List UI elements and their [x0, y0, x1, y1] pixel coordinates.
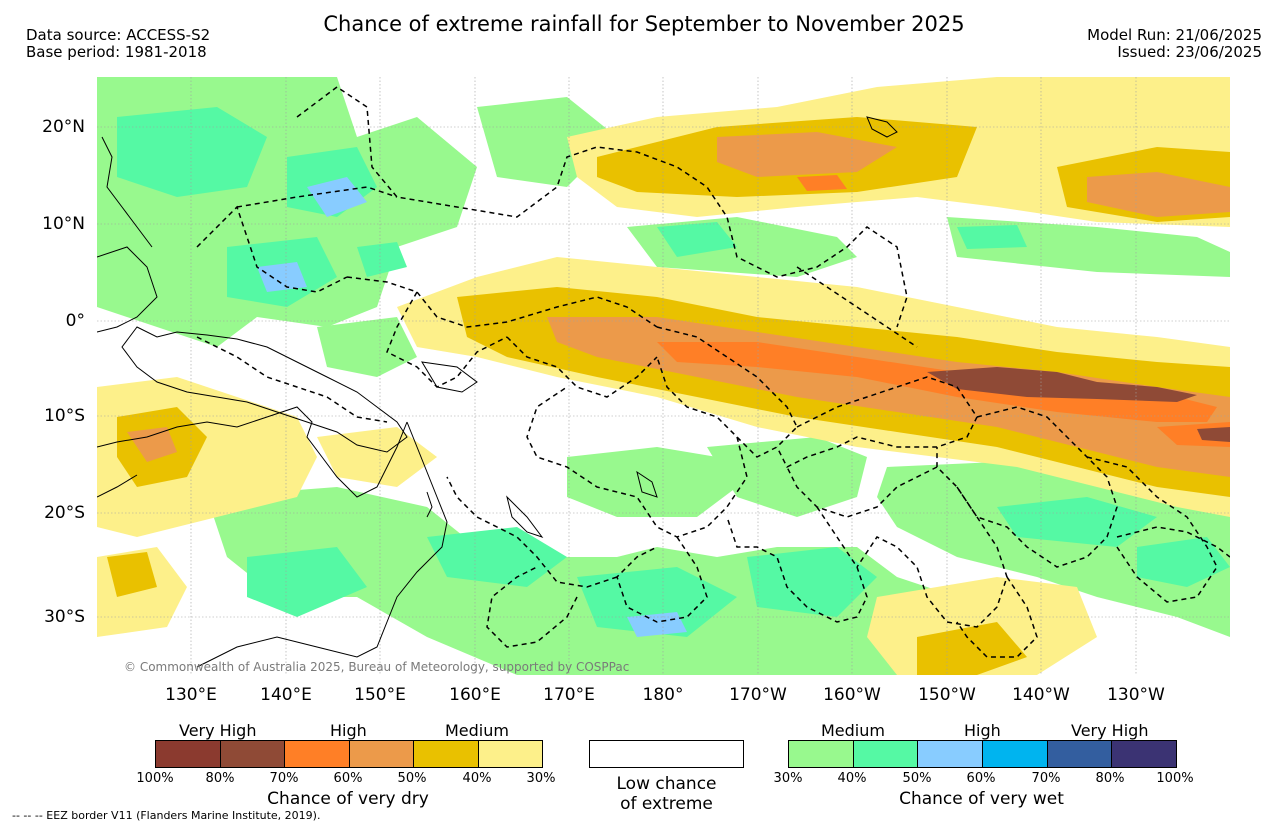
coastlines — [97, 116, 898, 668]
lat-label-10n: 10°N — [42, 214, 85, 234]
dry-tick: 40% — [462, 771, 492, 786]
lon-label-130e: 130°E — [165, 685, 217, 705]
dry-swatch-1 — [156, 741, 221, 767]
wet-tick: 40% — [837, 771, 867, 786]
base-period: Base period: 1981-2018 — [26, 43, 207, 61]
run-info: Model Run: 21/06/2025 Issued: 23/06/2025 — [1087, 27, 1262, 61]
low-chance-swatch — [589, 740, 744, 768]
wet-swatch-3 — [918, 741, 984, 767]
dry-head-medium: Medium — [445, 721, 509, 740]
model-run: Model Run: 21/06/2025 — [1087, 26, 1262, 44]
graticule — [97, 77, 1230, 675]
lon-label-130w: 130°W — [1107, 685, 1165, 705]
issued-date: Issued: 23/06/2025 — [1117, 43, 1262, 61]
lat-label-10s: 10°S — [44, 406, 85, 426]
lon-label-170w: 170°W — [729, 685, 787, 705]
lon-label-180: 180° — [642, 685, 684, 705]
wet-tick: 50% — [902, 771, 932, 786]
dry-swatch-5 — [414, 741, 479, 767]
wet-swatch-2 — [853, 741, 919, 767]
dry-tick: 30% — [526, 771, 556, 786]
eez-note: -- -- -- EEZ border V11 (Flanders Marine… — [12, 809, 321, 822]
dry-tick: 50% — [397, 771, 427, 786]
lat-label-20s: 20°S — [44, 503, 85, 523]
lon-label-160e: 160°E — [449, 685, 501, 705]
wet-tick: 60% — [966, 771, 996, 786]
eez-borders — [196, 86, 1230, 658]
low-chance-label: Low chance of extreme — [589, 774, 744, 814]
lon-label-150w: 150°W — [918, 685, 976, 705]
low-chance-line1: Low chance — [616, 774, 717, 794]
lon-label-140e: 140°E — [260, 685, 312, 705]
lon-label-140w: 140°W — [1012, 685, 1070, 705]
wet-head-very-high: Very High — [1071, 721, 1149, 740]
wet-tick: 30% — [773, 771, 803, 786]
wet-tick: 80% — [1095, 771, 1125, 786]
rainfall-shading — [97, 77, 1230, 675]
dry-tick: 80% — [205, 771, 235, 786]
dry-tick: 70% — [269, 771, 299, 786]
lon-label-150e: 150°E — [354, 685, 406, 705]
lat-label-20n: 20°N — [42, 117, 85, 137]
wet-colorbar — [788, 740, 1177, 768]
wet-head-high: High — [964, 721, 1001, 740]
wet-caption: Chance of very wet — [899, 789, 1064, 809]
wet-swatch-6 — [1112, 741, 1177, 767]
lon-label-160w: 160°W — [823, 685, 881, 705]
lat-label-30s: 30°S — [44, 607, 85, 627]
dry-swatch-2 — [220, 741, 285, 767]
data-info: Data source: ACCESS-S2 Base period: 1981… — [26, 27, 210, 61]
low-chance-line2: of extreme — [620, 794, 713, 814]
lon-label-170e: 170°E — [543, 685, 595, 705]
dry-tick: 100% — [136, 771, 174, 786]
wet-tick: 70% — [1031, 771, 1061, 786]
wet-head-medium: Medium — [821, 721, 885, 740]
rainfall-map — [97, 77, 1230, 675]
lat-label-0: 0° — [65, 311, 85, 331]
dry-colorbar — [155, 740, 543, 768]
wet-swatch-4 — [983, 741, 1048, 767]
copyright-note: © Commonwealth of Australia 2025, Bureau… — [124, 660, 630, 674]
data-source: Data source: ACCESS-S2 — [26, 26, 211, 44]
dry-swatch-4 — [349, 741, 414, 767]
chart-title: Chance of extreme rainfall for September… — [323, 12, 965, 36]
dry-head-very-high: Very High — [179, 721, 257, 740]
dry-caption: Chance of very dry — [267, 789, 429, 809]
dry-swatch-3 — [285, 741, 350, 767]
wet-swatch-1 — [789, 741, 854, 767]
wet-swatch-5 — [1047, 741, 1113, 767]
dry-swatch-6 — [478, 741, 542, 767]
dry-tick: 60% — [333, 771, 363, 786]
wet-tick: 100% — [1156, 771, 1194, 786]
dry-head-high: High — [330, 721, 367, 740]
